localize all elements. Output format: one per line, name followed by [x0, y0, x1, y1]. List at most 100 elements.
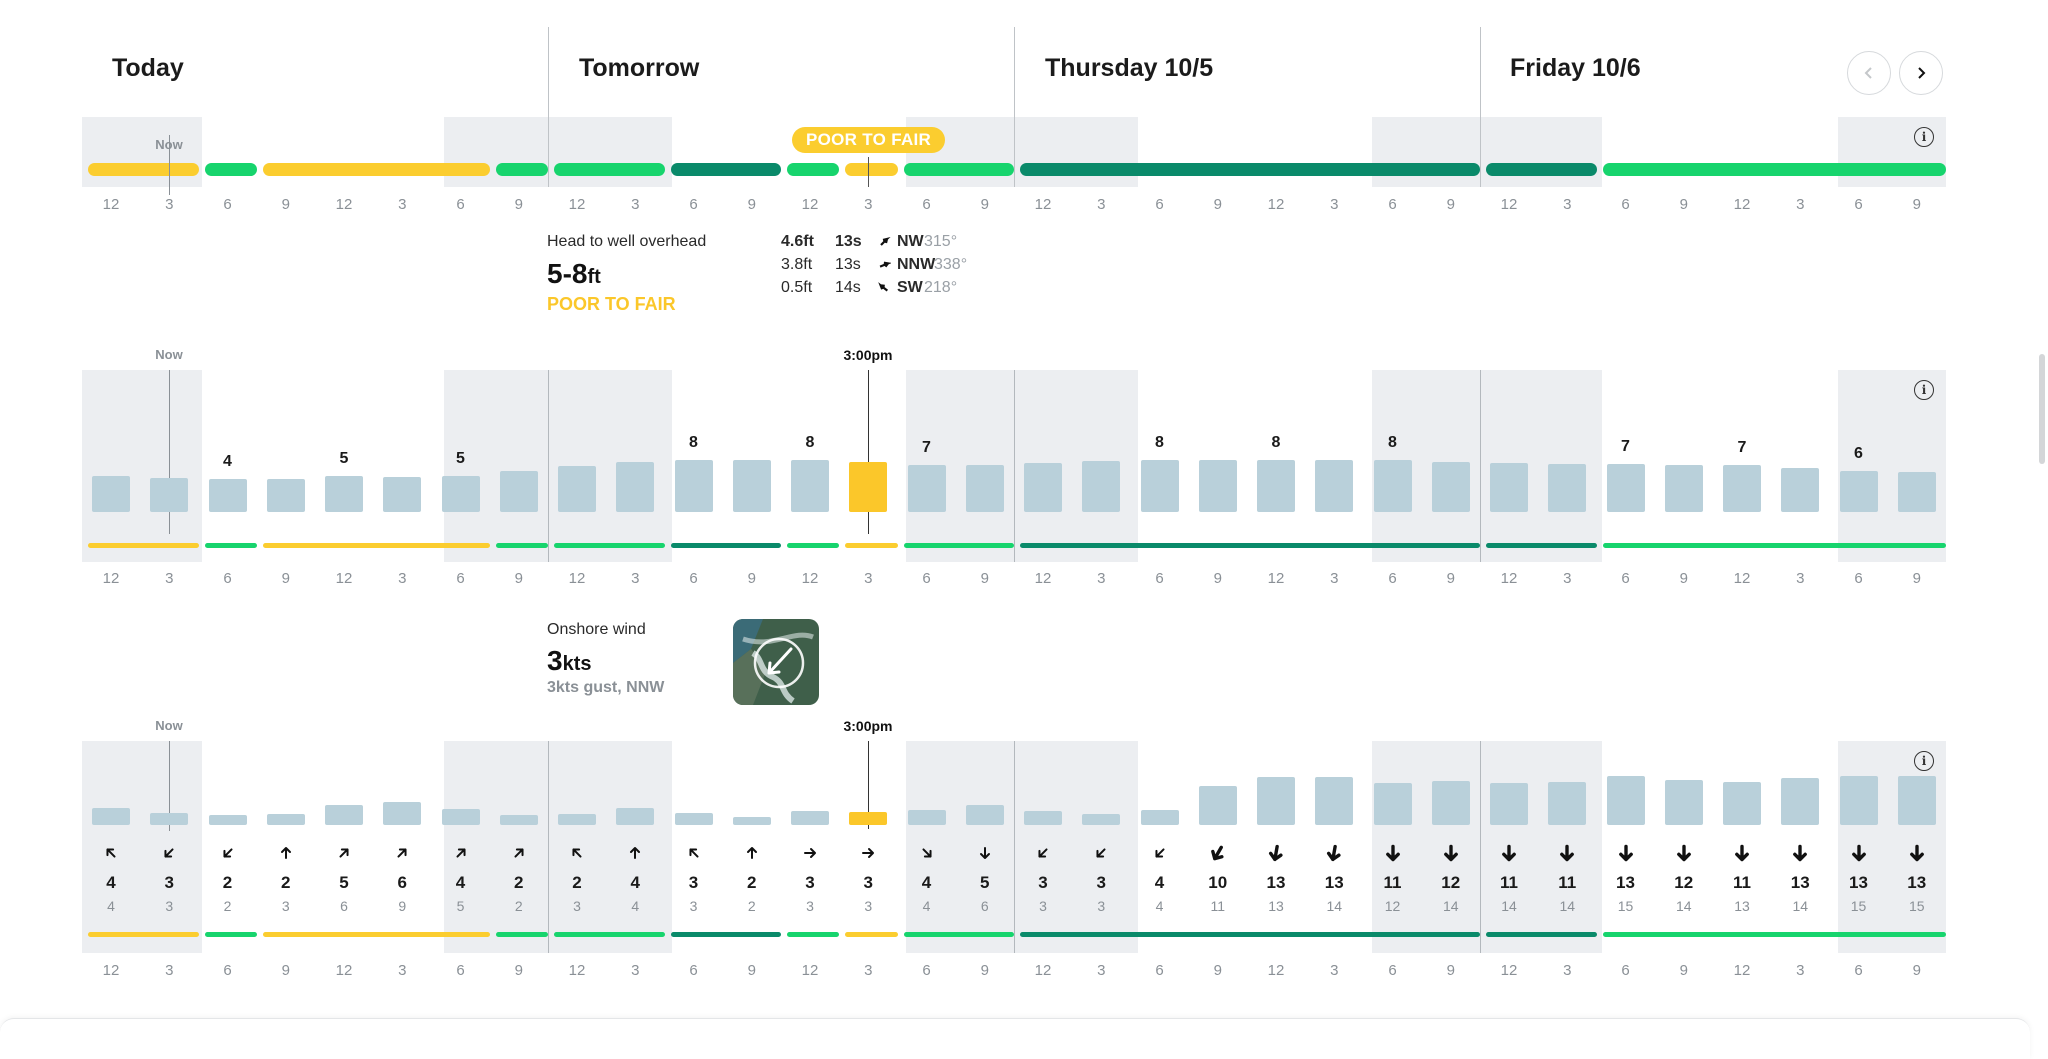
surf-bar-label: 6 [1854, 445, 1863, 462]
surf-bar[interactable] [1664, 465, 1703, 512]
rating-timeline[interactable]: Now POOR TO FAIR i [82, 117, 1946, 195]
surf-bar[interactable] [92, 476, 130, 512]
info-icon[interactable]: i [1914, 751, 1934, 771]
wind-bar[interactable] [1315, 777, 1354, 825]
tick-label: 9 [747, 196, 756, 213]
wind-speed-value: 3 [863, 873, 873, 892]
wind-bar[interactable] [1548, 782, 1587, 825]
wind-bar[interactable] [1839, 776, 1878, 825]
wind-bar[interactable] [1664, 780, 1703, 825]
wind-bar[interactable] [441, 809, 480, 825]
wind-bar[interactable] [1897, 776, 1936, 825]
info-icon[interactable]: i [1914, 380, 1934, 400]
wind-speed-value: 2 [222, 873, 233, 892]
wind-direction-arrow-icon [1205, 843, 1231, 863]
wind-bar[interactable] [325, 805, 363, 825]
next-day-button[interactable] [1899, 51, 1943, 95]
surf-bar[interactable] [558, 466, 596, 512]
wind-speed-value: 13 [1849, 873, 1868, 892]
wind-bar[interactable] [92, 808, 130, 825]
surf-bar[interactable] [1373, 460, 1412, 512]
wind-bar[interactable] [791, 811, 829, 825]
wind-bar[interactable] [266, 814, 305, 825]
night-shade [82, 370, 202, 562]
surf-bar[interactable] [325, 476, 363, 512]
wind-bar[interactable] [499, 815, 538, 825]
wind-bar[interactable] [1431, 781, 1470, 825]
wind-bar[interactable] [150, 813, 189, 825]
surf-bar[interactable] [1606, 464, 1645, 512]
surf-bar[interactable] [1897, 472, 1936, 512]
wind-map-thumbnail[interactable] [733, 619, 819, 705]
wind-speed-value: 13 [1907, 873, 1927, 892]
wind-bar[interactable] [732, 817, 771, 825]
wind-chart-ticks: 12 3 6 9 12 3 6 9 12 3 6 9 12 3 6 9 12 3 6 9 12 3 6 9 12 3 6 9 12 3 6 9 [82, 962, 1946, 982]
surf-bar[interactable] [499, 471, 538, 512]
wind-bar[interactable] [965, 805, 1004, 825]
wind-bar[interactable] [1140, 810, 1179, 825]
surf-bar[interactable] [965, 465, 1004, 512]
wind-bar[interactable] [1723, 782, 1761, 825]
surf-bar[interactable] [1140, 460, 1179, 512]
tick-label: 3 [1796, 962, 1805, 979]
tick-label: 3 [1563, 196, 1572, 213]
wind-bar[interactable] [1606, 776, 1645, 825]
surf-bar[interactable] [849, 462, 888, 512]
wind-gust-value: 3 [806, 898, 814, 914]
surf-bar-label: 8 [689, 434, 698, 451]
surf-bar[interactable] [1490, 463, 1528, 512]
surf-bar[interactable] [674, 460, 713, 512]
surf-bar[interactable] [1257, 460, 1295, 512]
wind-bar[interactable] [1024, 811, 1062, 825]
rating-segment [1486, 932, 1597, 937]
surf-bar[interactable] [1839, 471, 1878, 512]
wind-bar[interactable] [907, 810, 946, 825]
surf-bar[interactable] [208, 479, 247, 512]
tick-label: 3 [1796, 570, 1805, 587]
wind-bar[interactable] [1257, 777, 1295, 825]
surf-bar[interactable] [1723, 465, 1761, 512]
wind-bar[interactable] [1373, 783, 1412, 825]
wind-direction-arrow-icon [448, 843, 474, 863]
wind-bar[interactable] [558, 814, 596, 825]
tick-label: 12 [1733, 962, 1751, 979]
surf-bar[interactable] [907, 465, 946, 512]
surf-bar[interactable] [1431, 462, 1470, 512]
surf-bar[interactable] [266, 479, 305, 512]
surf-bar[interactable] [1082, 461, 1121, 512]
surf-bar[interactable] [383, 477, 422, 512]
surf-bar[interactable] [1024, 463, 1062, 512]
wind-bar[interactable] [383, 802, 422, 825]
wind-bar[interactable] [1781, 778, 1820, 825]
wind-gust-value: 13 [1734, 898, 1750, 914]
wind-bar[interactable] [849, 812, 888, 825]
surf-bar[interactable] [791, 460, 829, 512]
wind-bar[interactable] [1490, 783, 1528, 825]
wind-bar[interactable] [674, 813, 713, 825]
chevron-right-icon [1918, 67, 1926, 79]
wind-bar[interactable] [1198, 786, 1237, 825]
tick-label: 12 [1500, 196, 1518, 213]
wind-title: Onshore wind [547, 621, 646, 638]
surf-bar[interactable] [1548, 464, 1587, 512]
scrollbar-thumb[interactable] [2039, 354, 2045, 464]
info-icon[interactable]: i [1914, 127, 1934, 147]
surf-bar[interactable] [150, 478, 189, 512]
wind-bar[interactable] [1082, 814, 1121, 825]
surf-bar[interactable] [441, 476, 480, 512]
wind-chart[interactable]: i 4 4 3 3 2 2 2 3 5 6 6 9 4 5 2 2 2 3 4 4 3 3 2 2 3 3 3 3 4 4 5 6 3 3 3 3 4 4 1… [82, 741, 1946, 953]
scrollbar[interactable] [2036, 354, 2048, 464]
wind-bar[interactable] [208, 815, 247, 825]
tick-label: 12 [335, 570, 353, 587]
surf-bar[interactable] [1781, 468, 1820, 512]
surf-bar[interactable] [1315, 460, 1354, 512]
surf-height-chart[interactable]: i 4 5 5 8 8 7 8 8 8 7 7 6 [82, 370, 1946, 562]
surf-bar[interactable] [616, 462, 655, 512]
wind-speed-value: 13 [1616, 873, 1635, 892]
wind-bar[interactable] [616, 808, 655, 825]
tick-label: 3 [864, 962, 873, 979]
prev-day-button[interactable] [1847, 51, 1891, 95]
surf-bar[interactable] [732, 460, 771, 512]
surf-bar[interactable] [1198, 460, 1237, 512]
rating-segment [1020, 932, 1480, 937]
